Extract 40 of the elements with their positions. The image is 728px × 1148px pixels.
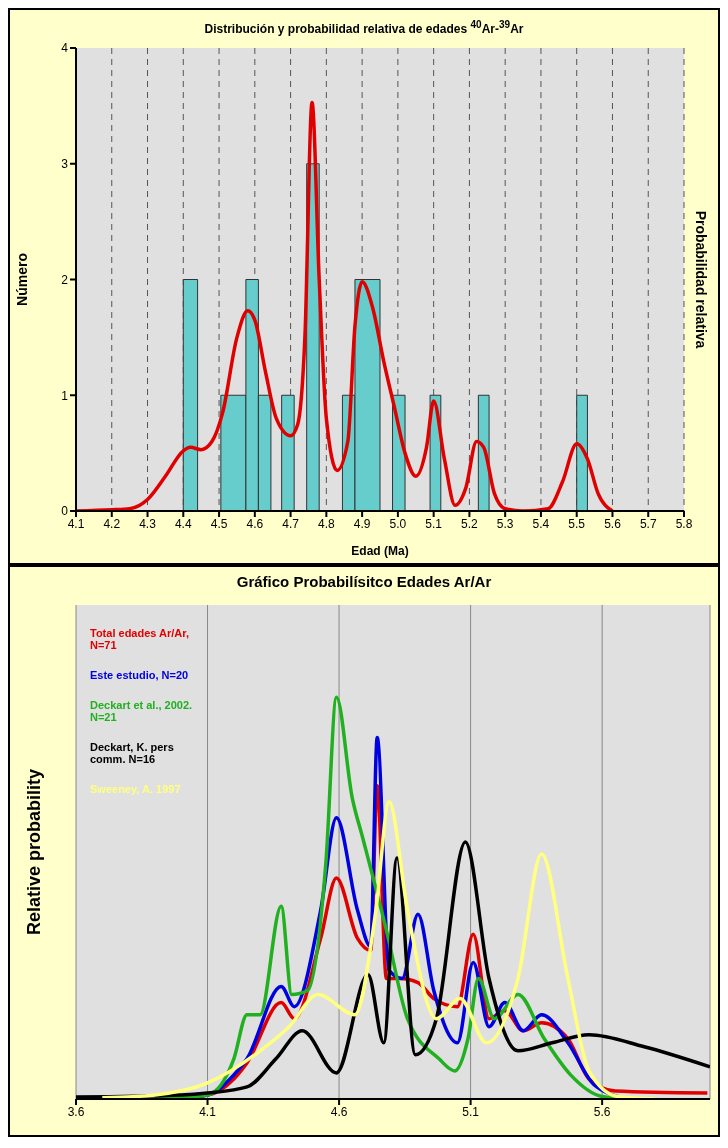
text: Total edades Ar/Ar, N=71: [90, 627, 191, 651]
chart-title: Distribución y probabilidad relativa de edades $^{40}$Ar-$^{39}$Ar: [203, 18, 525, 38]
x-tick-label: 4.9: [353, 516, 371, 531]
x-tick-label: 5.6: [604, 516, 622, 531]
x-tick-label: 5.7: [639, 516, 657, 531]
y-tick-label: 3: [61, 157, 69, 172]
x-tick-label: 4.2: [103, 516, 121, 531]
x-axis-title: Edad (Ma): [351, 544, 409, 558]
x-tick-label: 4.3: [139, 516, 157, 531]
x-tick-label: 4.1: [199, 1104, 217, 1119]
x-tick-label: 4.6: [246, 516, 264, 531]
x-tick-label: 5.6: [593, 1104, 611, 1119]
x-tick-label: 4.8: [318, 516, 336, 531]
x-tick-label: 4.4: [174, 516, 192, 531]
x-tick-label: 4.1: [67, 516, 85, 531]
chart-title: Gráfico Probabilísitco Edades Ar/Ar: [235, 572, 493, 592]
x-tick-label: 4.5: [210, 516, 228, 531]
y-axis-title: Número: [13, 253, 30, 306]
x-tick-label: 5.4: [532, 516, 550, 531]
x-tick-label: 4.6: [330, 1104, 348, 1119]
x-tick-label: 3.6: [67, 1104, 85, 1119]
text: Deckart et al., 2002. N=21: [90, 699, 194, 723]
x-tick-label: 5.8: [675, 516, 693, 531]
y-tick-label: 1: [61, 388, 69, 403]
x-tick-label: 4.7: [282, 516, 300, 531]
line-series: [76, 100, 615, 511]
y-axis-title: Relative probability: [24, 768, 45, 936]
x-tick-label: 5.3: [496, 516, 514, 531]
x-tick-label: 5.2: [461, 516, 479, 531]
y-tick-label: 4: [61, 41, 69, 56]
x-tick-label: 5.0: [389, 516, 407, 531]
y2-axis-title: Probabilidad relativa: [693, 210, 710, 349]
y-tick-label: 2: [61, 272, 69, 287]
x-tick-label: 5.1: [462, 1104, 480, 1119]
x-tick-label: 5.5: [568, 516, 586, 531]
text: Sweeney, A. 1997: [90, 783, 182, 795]
text: Este estudio, N=20: [90, 669, 190, 681]
text: Deckart, K. pers comm. N=16: [90, 741, 175, 765]
x-tick-label: 5.1: [425, 516, 443, 531]
y-tick-label: 0: [61, 504, 69, 519]
